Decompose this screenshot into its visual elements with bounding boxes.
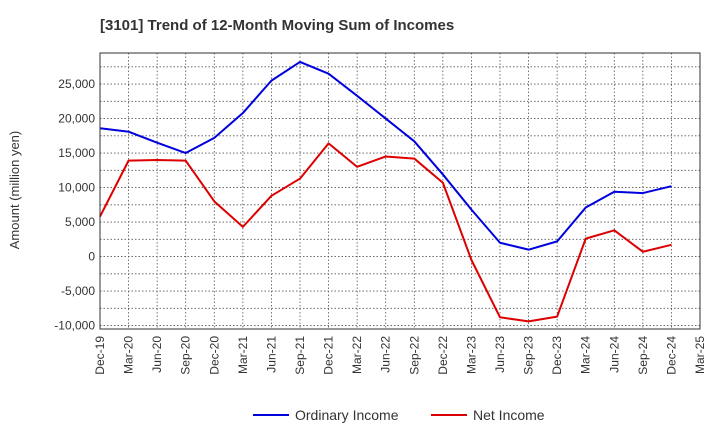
y-tick-label: 0 [88,250,95,264]
x-tick-label: Mar-25 [693,336,707,374]
plot-frame [99,52,701,330]
x-tick-label: Dec-21 [322,336,336,375]
x-tick-label: Sep-21 [293,336,307,375]
chart-title: [3101] Trend of 12-Month Moving Sum of I… [100,17,454,34]
x-tick-label: Jun-22 [379,336,393,373]
x-tick-label: Sep-23 [522,336,536,375]
grid-layer [100,53,700,329]
y-tick-label: 5,000 [65,215,95,229]
x-tick-label: Mar-24 [579,336,593,374]
x-tick-label: Dec-22 [436,336,450,375]
x-tick-label: Sep-20 [179,336,193,375]
x-tick-label: Dec-19 [93,336,107,375]
x-tick-label: Dec-23 [550,336,564,375]
x-tick-label: Dec-24 [664,336,678,375]
x-tick-label: Mar-22 [350,336,364,374]
legend-label: Ordinary Income [295,407,399,423]
y-tick-labels: -10,000 -5,000 0 5,000 10,000 15,000 20,000 25,… [54,77,95,332]
legend: Ordinary Income Net Income [253,407,545,423]
y-tick-label: -5,000 [61,284,95,298]
y-tick-label: 20,000 [58,112,95,126]
x-tick-label: Jun-20 [150,336,164,373]
y-tick-label: 25,000 [58,77,95,91]
x-tick-label: Mar-21 [236,336,250,374]
series-line [99,60,672,251]
x-tick-label: Dec-20 [207,336,221,375]
y-tick-label: 15,000 [58,146,95,160]
x-tick-label: Mar-20 [122,336,136,374]
y-tick-label: -10,000 [54,319,95,333]
series-line [99,142,672,323]
x-tick-label: Sep-22 [407,336,421,375]
x-tick-label: Jun-23 [493,336,507,373]
x-tick-label: Sep-24 [636,336,650,375]
x-tick-labels: Dec-19 Mar-20 Jun-20 Sep-20 Dec-20 Mar-21 Jun-… [93,336,707,375]
series-layer [99,60,672,323]
y-tick-label: 10,000 [58,181,95,195]
x-tick-label: Mar-23 [464,336,478,374]
legend-label: Net Income [473,407,545,423]
x-tick-label: Jun-21 [264,336,278,373]
y-axis-label: Amount (million yen) [7,131,22,250]
x-tick-label: Jun-24 [607,336,621,373]
